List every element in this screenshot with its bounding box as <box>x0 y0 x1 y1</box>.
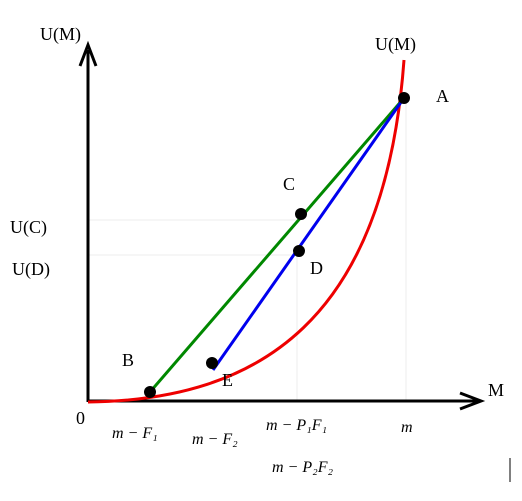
x-label: m − F₁ <box>112 425 158 442</box>
y-axis-label: U(M) <box>40 24 81 45</box>
x-axis-label: M <box>488 380 504 400</box>
point <box>144 386 156 398</box>
x-label: m <box>401 419 413 436</box>
x-label: m − P₂F₂ <box>272 459 333 476</box>
point <box>295 208 307 220</box>
point-label: B <box>122 350 134 370</box>
x-label: m − P₁F₁ <box>266 417 327 434</box>
point-label: C <box>283 174 295 194</box>
utility-curve <box>87 59 406 404</box>
point <box>206 357 218 369</box>
point-label: E <box>222 370 233 390</box>
point <box>398 92 410 104</box>
y-label: U(D) <box>12 259 50 280</box>
x-label: m − F₂ <box>192 431 238 448</box>
y-label: U(C) <box>10 217 47 238</box>
point-label: D <box>310 258 323 278</box>
chord-ea <box>211 97 406 371</box>
chord-bc <box>148 97 406 393</box>
point-label: A <box>436 86 449 106</box>
origin-label: 0 <box>76 408 85 428</box>
curve-label: U(M) <box>375 34 416 55</box>
point <box>293 245 305 257</box>
y-arrow <box>78 40 98 67</box>
x-arrow <box>459 391 486 411</box>
